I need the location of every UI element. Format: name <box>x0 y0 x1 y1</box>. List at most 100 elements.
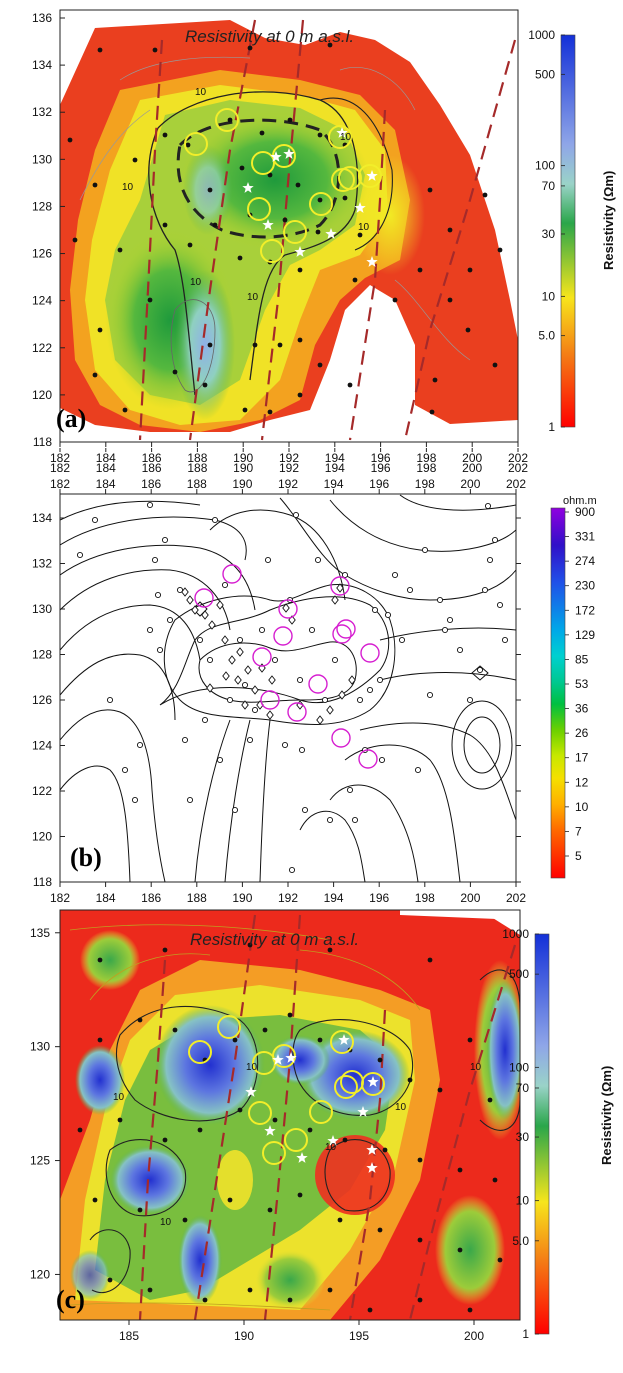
station-circle <box>308 626 316 634</box>
panel-a: 10 10 10 10 10 10 Resistivity at 0 m a.s… <box>32 9 616 475</box>
panel-a-x-top-tick-label: 182 <box>50 461 70 475</box>
station-dot <box>287 1297 293 1303</box>
station-dot <box>202 1297 208 1303</box>
star-marker <box>325 228 337 239</box>
magenta-circle-marker <box>252 647 272 667</box>
station-circle <box>321 696 329 704</box>
station-dot <box>172 369 178 375</box>
magenta-circle-marker <box>287 702 307 722</box>
diamond-marker <box>316 715 324 725</box>
station-circle <box>166 616 174 624</box>
station-circle <box>384 611 392 619</box>
panel-a-x-tick-label: 200 <box>462 451 482 465</box>
station-dot <box>252 342 258 348</box>
yellow-circle-marker <box>358 164 382 188</box>
station-dot <box>247 1287 253 1293</box>
station-dot <box>212 222 218 228</box>
station-circle <box>246 736 254 744</box>
panel-a-x-tick-label: 190 <box>233 451 253 465</box>
station-dot <box>77 1127 83 1133</box>
panel-b-x-top-tick-label: 202 <box>506 477 526 491</box>
panel-b-x-tick-label: 186 <box>141 891 161 905</box>
panel-b-x-top-tick-label: 200 <box>460 477 480 491</box>
panel-a-colorbar-tick-label: 70 <box>542 179 556 193</box>
station-dot <box>97 957 103 963</box>
station-dot <box>317 1037 323 1043</box>
station-dot <box>467 267 473 273</box>
station-dot <box>297 267 303 273</box>
panel-b-stations <box>76 501 509 874</box>
panel-b-x-top-tick-label: 182 <box>50 477 70 491</box>
panel-b-x-tick-label: 188 <box>187 891 207 905</box>
panel-a-colorbar-tick-label: 30 <box>542 227 556 241</box>
panel-b-colorbar-tick-label: 274 <box>575 554 595 568</box>
panel-b-y-tick-label: 134 <box>32 511 52 525</box>
star-marker <box>354 202 366 213</box>
yellow-circle-marker <box>283 220 307 244</box>
station-dot <box>117 247 123 253</box>
panel-c-y-tick-label: 120 <box>30 1267 50 1281</box>
panel-c-colorbar-tick-label: 1000 <box>502 927 529 941</box>
station-dot <box>267 409 273 415</box>
panel-b-colorbar-tick-label: 331 <box>575 530 595 544</box>
panel-a-x-axis: 182 184 186 188 190 192 194 196 198 200 202 <box>50 442 528 465</box>
station-dot <box>315 229 321 235</box>
diamond-marker <box>241 700 249 710</box>
station-dot <box>492 1177 498 1183</box>
station-dot <box>207 342 213 348</box>
diamond-marker <box>268 675 276 685</box>
station-dot <box>237 1107 243 1113</box>
panel-c-colorbar-tick-label: 10 <box>516 1194 530 1208</box>
station-circle <box>271 656 279 664</box>
diamond-marker <box>338 690 346 700</box>
station-dot <box>107 1277 113 1283</box>
panel-b-colorbar-tick-label: 85 <box>575 652 589 666</box>
panel-a-x-top-tick-label: 184 <box>96 461 116 475</box>
panel-a-y-tick-label: 130 <box>32 152 52 166</box>
station-dot <box>97 1037 103 1043</box>
diamond-marker <box>251 685 259 695</box>
station-dot <box>429 409 435 415</box>
yellow-circle-marker <box>215 108 239 132</box>
station-circle <box>356 696 364 704</box>
panel-b-colorbar-tick-label: 26 <box>575 726 589 740</box>
station-dot <box>417 1297 423 1303</box>
magenta-circle-marker <box>278 599 298 619</box>
station-dot <box>237 255 243 261</box>
panel-a-x-top-tick-label: 188 <box>187 461 207 475</box>
panel-a-y-tick-label: 126 <box>32 247 52 261</box>
panel-a-x-top-tick-label: 194 <box>325 461 345 475</box>
station-dot <box>492 362 498 368</box>
station-circle <box>106 696 114 704</box>
station-dot <box>427 187 433 193</box>
station-circle <box>292 511 300 519</box>
panel-a-y-tick-label: 124 <box>32 294 52 308</box>
magenta-circle-marker <box>330 576 350 596</box>
panel-c-y-tick-label: 125 <box>30 1154 50 1168</box>
panel-a-x-tick-label: 182 <box>50 451 70 465</box>
station-dot <box>122 407 128 413</box>
magenta-circle-marker <box>308 674 328 694</box>
station-dot <box>162 1137 168 1143</box>
star-marker <box>366 256 378 267</box>
station-dot <box>487 1097 493 1103</box>
station-dot <box>287 117 293 123</box>
station-dot <box>467 1037 473 1043</box>
station-circle <box>241 681 249 689</box>
panel-b-x-axis: 182 184 186 188 190 192 194 196 198 200 202 <box>50 882 526 905</box>
station-dot <box>417 267 423 273</box>
panel-a-colorbar-tick-label: 10 <box>542 289 556 303</box>
yellow-circle-marker <box>330 1030 354 1054</box>
panel-b-colorbar <box>550 507 566 879</box>
panel-a-colorbar-ticks: 1000 500 100 70 30 10 5.0 1 <box>528 28 565 434</box>
station-circle <box>346 786 354 794</box>
station-circle <box>331 656 339 664</box>
panel-b-y-tick-label: 126 <box>32 693 52 707</box>
station-circle <box>436 596 444 604</box>
station-dot <box>297 337 303 343</box>
station-dot <box>392 297 398 303</box>
station-circle <box>161 536 169 544</box>
panel-c-x-tick-label: 190 <box>234 1329 254 1343</box>
station-dot <box>432 377 438 383</box>
